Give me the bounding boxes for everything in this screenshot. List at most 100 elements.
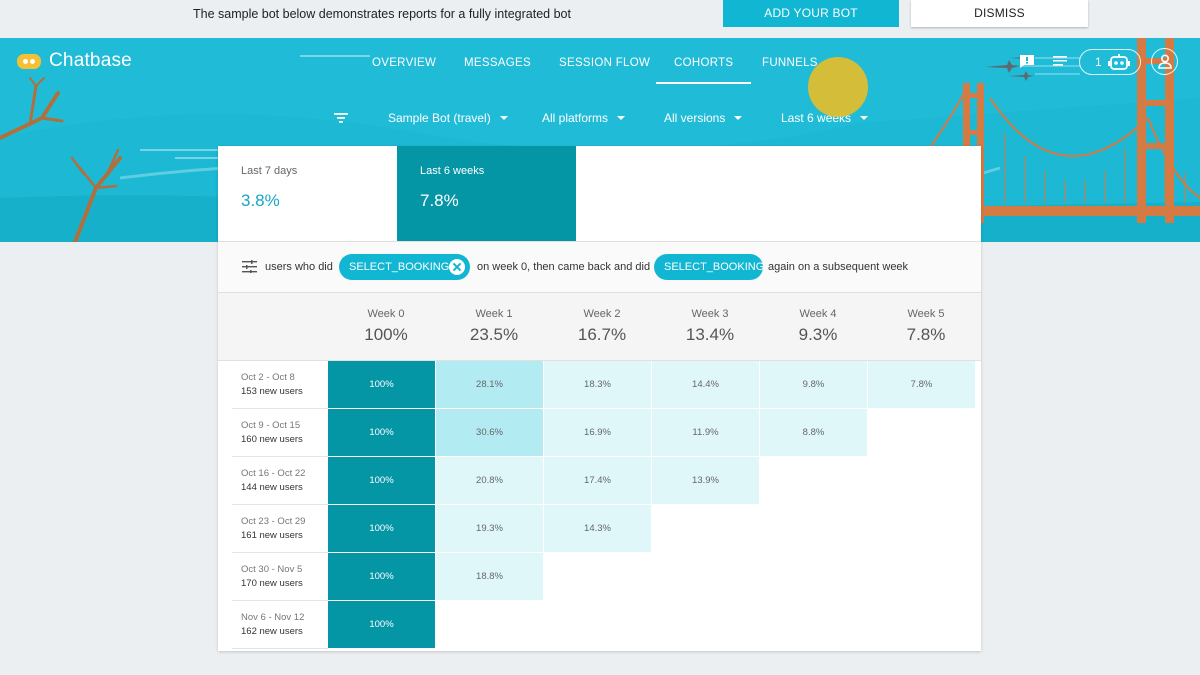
- cohort-date-range: Oct 30 - Nov 5: [241, 564, 303, 575]
- cohort-cell[interactable]: 16.9%: [544, 409, 652, 457]
- week-label: Week 4: [799, 308, 837, 320]
- cohort-date-range: Oct 9 - Oct 15: [241, 420, 301, 431]
- cohort-cell[interactable]: 8.8%: [760, 409, 868, 457]
- cohort-row-label: Oct 9 - Oct 15 160 new users: [232, 409, 328, 457]
- cohort-new-users: 160 new users: [241, 434, 303, 445]
- nav-funnels[interactable]: FUNNELS: [762, 57, 818, 69]
- week-label: Week 1: [475, 308, 513, 320]
- chevron-down-icon: [617, 116, 626, 120]
- top-banner: The sample bot below demonstrates report…: [0, 0, 1200, 38]
- nav-overview[interactable]: OVERVIEW: [372, 57, 437, 69]
- dismiss-button[interactable]: DISMISS: [911, 0, 1088, 27]
- cohort-new-users: 144 new users: [241, 482, 303, 493]
- cohort-date-range: Oct 23 - Oct 29: [241, 516, 306, 527]
- cohort-new-users: 162 new users: [241, 626, 303, 637]
- version-dropdown[interactable]: All versions: [664, 111, 743, 125]
- week-header: Week 3 13.4%: [656, 293, 764, 361]
- bot-count: 1: [1095, 55, 1102, 69]
- cohort-row-label: Nov 6 - Nov 12 162 new users: [232, 601, 328, 649]
- cohort-row-label: Oct 2 - Oct 8 153 new users: [232, 361, 328, 409]
- bot-selector-button[interactable]: 1: [1079, 49, 1141, 75]
- banner-message: The sample bot below demonstrates report…: [193, 7, 571, 21]
- week-average: 100%: [364, 325, 408, 344]
- cohort-cell[interactable]: 18.3%: [544, 361, 652, 409]
- robot-icon: [1108, 54, 1130, 70]
- chevron-down-icon: [499, 116, 508, 120]
- first-intent-label: SELECT_BOOKING: [349, 261, 450, 273]
- cohort-cell[interactable]: 100%: [328, 409, 436, 457]
- cohort-cell[interactable]: 28.1%: [436, 361, 544, 409]
- chatbase-logo-icon: [17, 53, 41, 69]
- week-label: Week 2: [583, 308, 621, 320]
- cohort-new-users: 170 new users: [241, 578, 303, 589]
- cohort-row-label: Oct 16 - Oct 22 144 new users: [232, 457, 328, 505]
- nav-messages[interactable]: MESSAGES: [464, 57, 531, 69]
- cohort-cell[interactable]: 100%: [328, 505, 436, 553]
- cohort-cell[interactable]: 11.9%: [652, 409, 760, 457]
- week-average: 23.5%: [469, 325, 519, 344]
- feedback-icon[interactable]: [1019, 54, 1035, 69]
- bot-dropdown-value: Sample Bot (travel): [388, 111, 491, 125]
- cohort-cell[interactable]: 9.8%: [760, 361, 868, 409]
- cohort-date-range: Oct 2 - Oct 8: [241, 372, 295, 383]
- platform-dropdown-value: All platforms: [542, 111, 609, 125]
- cohort-cell[interactable]: 100%: [328, 361, 436, 409]
- platform-dropdown[interactable]: All platforms: [542, 111, 626, 125]
- cohort-date-range: Oct 16 - Oct 22: [241, 468, 306, 479]
- week-average: 7.8%: [906, 325, 946, 344]
- cohort-cell[interactable]: 100%: [328, 553, 436, 601]
- stat-last-7-days[interactable]: Last 7 days 3.8%: [218, 146, 397, 241]
- cohort-date-range: Nov 6 - Nov 12: [241, 612, 305, 623]
- filter-icon[interactable]: [334, 112, 348, 124]
- week-label: Week 3: [691, 308, 729, 320]
- week-average: 13.4%: [685, 325, 735, 344]
- weeks-header: Week 0 100% Week 1 23.5% Week 2 16.7% We…: [218, 293, 981, 361]
- chevron-down-icon: [734, 116, 743, 120]
- cohort-cell[interactable]: 17.4%: [544, 457, 652, 505]
- week-header: Week 2 16.7%: [548, 293, 656, 361]
- cohort-cell[interactable]: 100%: [328, 601, 436, 649]
- stat-label: Last 7 days: [241, 165, 298, 177]
- nav-session-flow[interactable]: SESSION FLOW: [559, 57, 651, 69]
- cohort-cell[interactable]: 14.4%: [652, 361, 760, 409]
- nav-cohorts[interactable]: COHORTS: [655, 57, 752, 84]
- close-icon[interactable]: [449, 259, 465, 275]
- second-intent-chip[interactable]: SELECT_BOOKING: [654, 254, 765, 280]
- query-suffix: again on a subsequent week: [768, 261, 909, 273]
- cohort-cell[interactable]: 19.3%: [436, 505, 544, 553]
- cohort-cell[interactable]: 7.8%: [868, 361, 976, 409]
- chatbase-logo[interactable]: Chatbase: [17, 50, 132, 72]
- cohort-cell[interactable]: 20.8%: [436, 457, 544, 505]
- first-intent-chip[interactable]: SELECT_BOOKING: [339, 254, 470, 280]
- cohort-cell[interactable]: 18.8%: [436, 553, 544, 601]
- stat-last-6-weeks[interactable]: Last 6 weeks 7.8%: [397, 146, 576, 241]
- week-label: Week 0: [367, 308, 405, 320]
- tune-icon[interactable]: [242, 260, 257, 273]
- query-middle: on week 0, then came back and did: [477, 261, 651, 273]
- week-header: Week 0 100%: [332, 293, 440, 361]
- cohort-new-users: 153 new users: [241, 386, 303, 397]
- stat-value: 7.8%: [420, 191, 459, 210]
- cohort-row-label: Oct 23 - Oct 29 161 new users: [232, 505, 328, 553]
- bot-dropdown[interactable]: Sample Bot (travel): [388, 111, 508, 125]
- cohort-cell[interactable]: 100%: [328, 457, 436, 505]
- version-dropdown-value: All versions: [664, 111, 726, 125]
- query-prefix: users who did: [265, 261, 333, 273]
- cohort-card: Last 7 days 3.8% Last 6 weeks 7.8% users…: [218, 146, 981, 651]
- account-button[interactable]: [1151, 48, 1178, 75]
- cohort-query-bar: users who did SELECT_BOOKING on week 0, …: [218, 241, 981, 293]
- stat-value: 3.8%: [241, 191, 280, 210]
- cohort-cell[interactable]: 30.6%: [436, 409, 544, 457]
- week-average: 9.3%: [798, 325, 838, 344]
- cohort-new-users: 161 new users: [241, 530, 303, 541]
- user-icon: [1158, 54, 1172, 69]
- notes-icon[interactable]: [1053, 55, 1067, 68]
- week-header: Week 1 23.5%: [440, 293, 548, 361]
- week-label: Week 5: [907, 308, 945, 320]
- add-your-bot-button[interactable]: ADD YOUR BOT: [723, 0, 899, 27]
- cursor-highlight: [808, 57, 868, 117]
- cohort-cell[interactable]: 13.9%: [652, 457, 760, 505]
- chevron-down-icon: [860, 116, 869, 120]
- second-intent-label: SELECT_BOOKING: [664, 261, 765, 273]
- cohort-cell[interactable]: 14.3%: [544, 505, 652, 553]
